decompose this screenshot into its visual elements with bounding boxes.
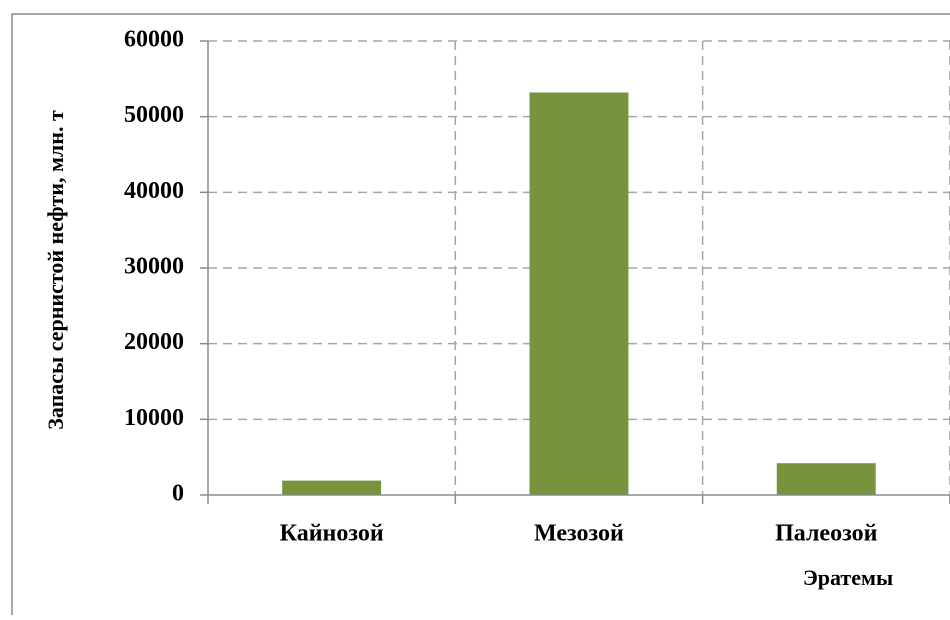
y-tick-label: 0: [172, 481, 184, 507]
y-tick-label: 20000: [124, 329, 184, 355]
chart-border: [11, 13, 950, 620]
bar: [529, 92, 629, 495]
y-tick-label: 60000: [124, 27, 184, 53]
y-axis-title: Запасы сернистой нефти, млн. т: [43, 110, 68, 430]
y-tick-label: 10000: [124, 405, 184, 431]
y-tick-label: 50000: [124, 102, 184, 128]
x-tick-label: Кайнозой: [280, 521, 384, 547]
x-tick-label: Палеозой: [775, 521, 878, 547]
bar: [282, 480, 382, 495]
x-axis-title: Эратемы: [803, 565, 893, 590]
y-tick-label: 40000: [124, 178, 184, 204]
y-tick-label: 30000: [124, 254, 184, 280]
x-tick-label: Мезозой: [534, 521, 624, 547]
bar: [776, 463, 876, 495]
